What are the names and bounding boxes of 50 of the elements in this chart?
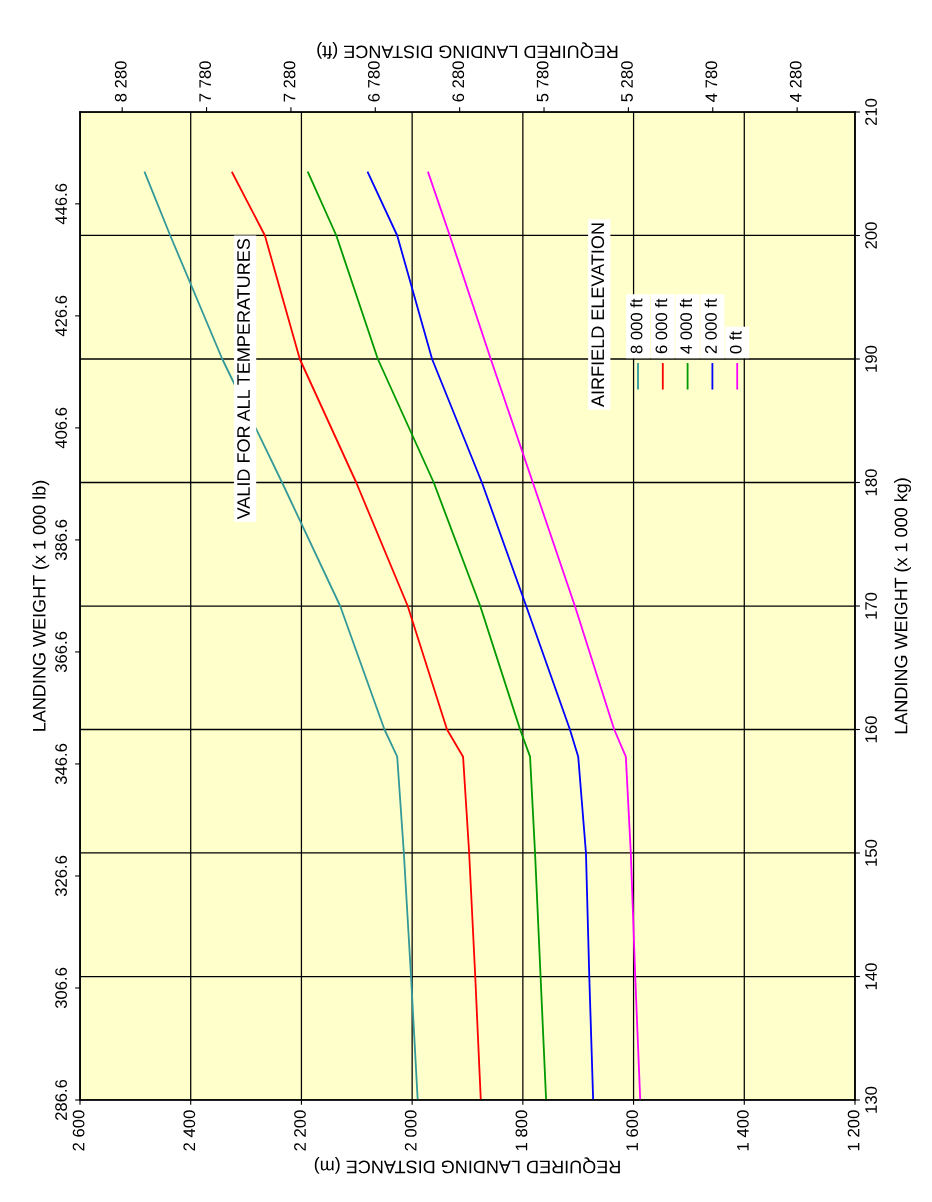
line-series [231,171,482,1100]
y2-tick-label: 386.6 [55,519,67,561]
text: 8 000 ft [630,298,643,354]
y-tick-label: 170 [865,592,877,619]
x-tick-label: 1 600 [626,1110,639,1151]
x-tick-label: 2 200 [294,1110,306,1151]
y-axis-title: LANDING WEIGHT (x 1 000 kg) [894,478,911,734]
x2-tick-label: 6 780 [367,61,380,102]
legend-title: AIRFIELD ELEVATION [591,223,605,407]
x2-tick-label: 8 280 [114,61,127,102]
text: 6 000 ft [655,298,668,354]
y2-tick-label: 426.6 [55,295,67,337]
x2-tick-label: 6 280 [452,61,465,102]
y-tick-label: 130 [865,1086,877,1113]
y2-tick-label: 326.6 [55,855,67,897]
x-tick-label: 1 200 [847,1110,860,1151]
x2-tick-label: 7 280 [283,61,296,102]
x2-tick-label: 4 780 [705,61,718,102]
line-series [307,171,548,1100]
x-tick-label: 1 400 [736,1110,749,1151]
line-series [427,171,642,1100]
y2-tick-label: 446.6 [55,183,67,225]
y-tick-label: 160 [865,716,877,743]
x2-tick-label: 5 280 [621,61,633,102]
x-tick-label: 1 800 [515,1110,528,1151]
text: 0 ft [729,331,742,354]
x2-tick-label: 5 780 [536,61,549,102]
x2-axis-title: REQUIRED LANDING DISTANCE (ft) [317,41,618,59]
y-tick-label: 190 [865,345,877,372]
line-series [143,171,419,1100]
y-tick-label: 150 [865,839,877,866]
y-tick-label: 180 [865,469,877,496]
x2-tick-label: 4 280 [789,61,802,102]
y-tick-label: 140 [865,963,877,990]
y2-tick-label: 306.6 [55,967,67,1009]
y2-tick-label: 286.6 [55,1079,67,1121]
y2-tick-label: 406.6 [55,407,67,449]
y2-tick-label: 366.6 [55,631,67,673]
x-tick-label: 2 000 [404,1110,417,1151]
x-tick-label: 2 400 [183,1110,196,1151]
x-tick-label: 2 600 [72,1110,85,1151]
x2-tick-label: 7 780 [199,61,212,102]
y-tick-label: 210 [865,98,877,126]
y-tick-label: 200 [865,222,877,249]
text: 2 000 ft [704,298,717,354]
annotation: VALID FOR ALL TEMPERATURES [237,238,250,520]
y2-tick-label: 346.6 [55,743,67,785]
x-axis-title: REQUIRED LANDING DISTANCE (m) [314,1156,620,1174]
y2-axis-title: LANDING WEIGHT (x 1 000 lb) [32,480,50,731]
text: 4 000 ft [679,298,693,354]
